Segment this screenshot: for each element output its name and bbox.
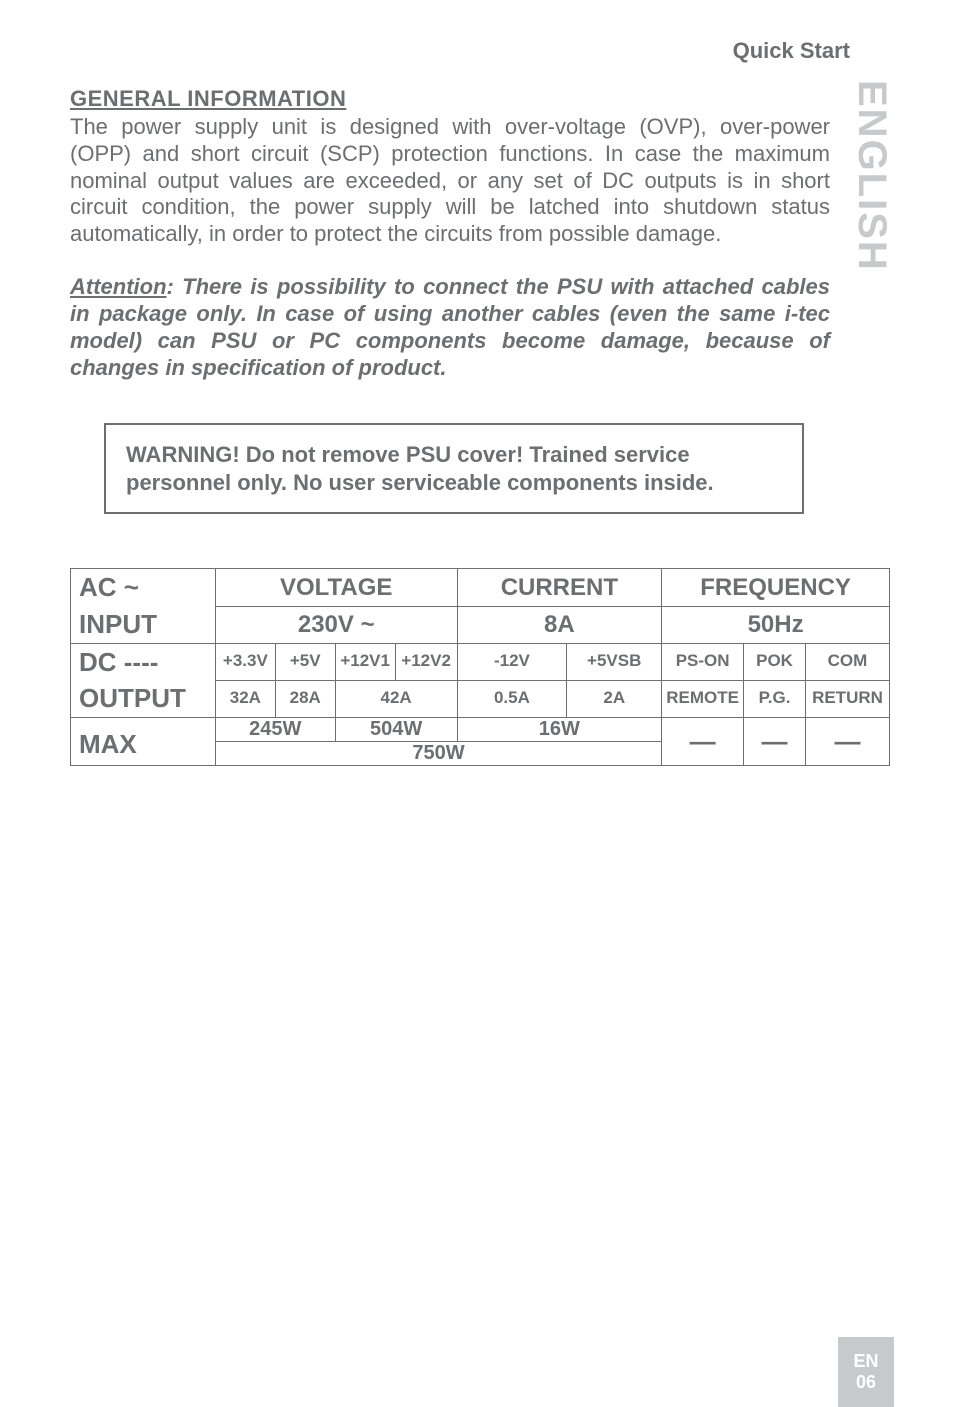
watt-245: 245W — [215, 717, 335, 741]
watt-750: 750W — [215, 741, 661, 765]
rail-pok: POK — [744, 643, 806, 680]
table-row: MAX 245W 504W 16W — — — — [71, 717, 890, 741]
amp-3v3: 32A — [215, 680, 275, 717]
max-label: MAX — [71, 720, 215, 763]
quick-start-label: Quick Start — [733, 38, 850, 64]
ac-input-label-cell: AC ~ INPUT — [71, 569, 216, 643]
table-row: AC ~ INPUT VOLTAGE CURRENT FREQUENCY — [71, 569, 890, 606]
dash-3: — — [805, 717, 889, 765]
warning-box: WARNING! Do not remove PSU cover! Traine… — [104, 423, 804, 514]
ac-label-line2: INPUT — [71, 606, 215, 643]
amp-pg: P.G. — [744, 680, 806, 717]
table-row: DC ---- OUTPUT +3.3V +5V +12V1 +12V2 -12… — [71, 643, 890, 680]
footer-page-tab: EN 06 — [838, 1337, 894, 1407]
frequency-header: FREQUENCY — [662, 569, 890, 606]
frequency-value: 50Hz — [662, 606, 890, 643]
amp-remote: REMOTE — [662, 680, 744, 717]
dc-label-line1: DC ---- — [71, 644, 215, 681]
rail-3v3: +3.3V — [215, 643, 275, 680]
paragraph-general-info: The power supply unit is designed with o… — [70, 114, 830, 248]
dash-2: — — [744, 717, 806, 765]
voltage-header: VOLTAGE — [215, 569, 457, 606]
voltage-value: 230V ~ — [215, 606, 457, 643]
current-header: CURRENT — [457, 569, 662, 606]
attention-label: Attention — [70, 274, 167, 299]
page: Quick Start ENGLISH GENERAL INFORMATION … — [0, 0, 960, 1407]
rail-pson: PS-ON — [662, 643, 744, 680]
dash-1: — — [662, 717, 744, 765]
rail-5vsb: +5VSB — [567, 643, 662, 680]
amp-5vsb: 2A — [567, 680, 662, 717]
footer-page-number: 06 — [856, 1372, 876, 1393]
rail-12v1: +12V1 — [335, 643, 395, 680]
attention-text: : There is possibility to connect the PS… — [70, 274, 830, 379]
watt-504: 504W — [335, 717, 457, 741]
rail-neg12v: -12V — [457, 643, 567, 680]
amp-12v: 42A — [335, 680, 457, 717]
ac-label-line1: AC ~ — [71, 569, 215, 606]
rail-5v: +5V — [275, 643, 335, 680]
warning-text: WARNING! Do not remove PSU cover! Traine… — [126, 441, 782, 496]
watt-16: 16W — [457, 717, 662, 741]
dc-label-line2: OUTPUT — [71, 680, 215, 717]
amp-neg12v: 0.5A — [457, 680, 567, 717]
rail-com: COM — [805, 643, 889, 680]
amp-return: RETURN — [805, 680, 889, 717]
rail-12v2: +12V2 — [395, 643, 457, 680]
dc-output-label-cell: DC ---- OUTPUT — [71, 643, 216, 717]
spec-table-wrap: AC ~ INPUT VOLTAGE CURRENT FREQUENCY 230… — [70, 568, 890, 765]
footer-lang: EN — [853, 1351, 878, 1372]
section-heading: GENERAL INFORMATION — [70, 86, 830, 112]
language-tab: ENGLISH — [849, 80, 894, 272]
content-block: GENERAL INFORMATION The power supply uni… — [70, 86, 830, 514]
attention-paragraph: Attention: There is possibility to conne… — [70, 274, 830, 381]
max-label-cell: MAX — [71, 717, 216, 765]
amp-5v: 28A — [275, 680, 335, 717]
spec-table: AC ~ INPUT VOLTAGE CURRENT FREQUENCY 230… — [70, 568, 890, 765]
current-value: 8A — [457, 606, 662, 643]
